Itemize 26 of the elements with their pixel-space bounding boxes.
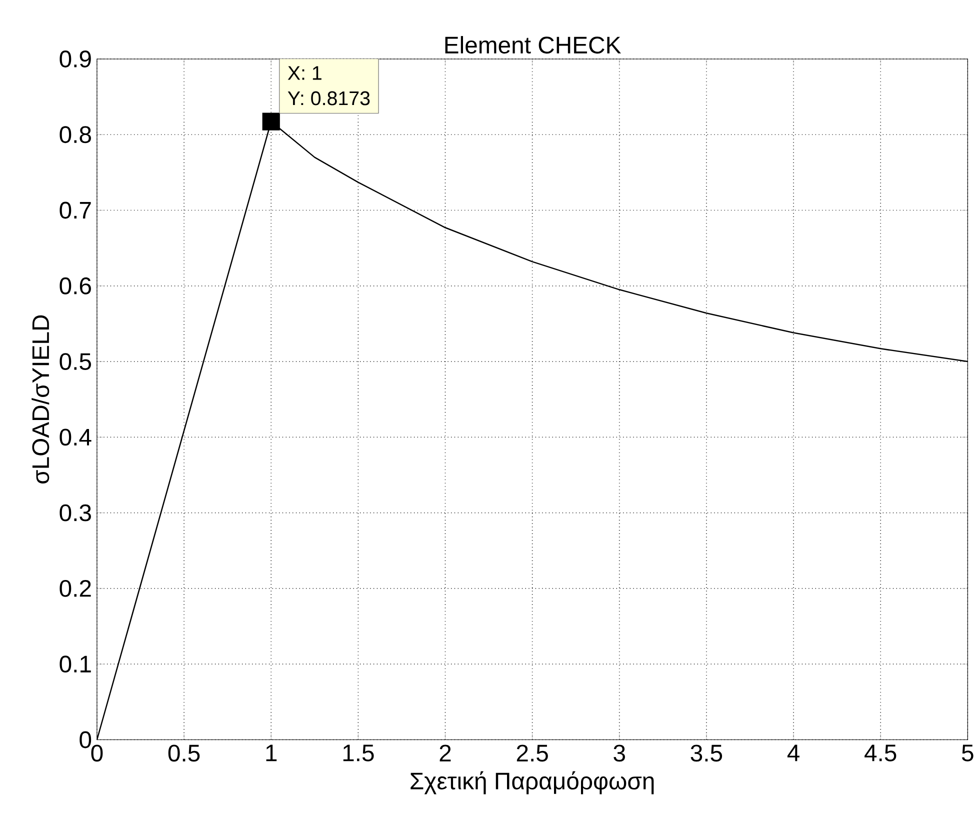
x-tick-label: 3 [614,744,625,762]
x-tick-label: 3.5 [690,744,722,762]
annotation: Y: 0.8173 [288,91,370,106]
y-tick-label: 0.6 [60,278,91,294]
annotation: X: 1 [288,66,322,80]
y-tick-label: 0.1 [60,656,91,673]
x-tick-label: 1 [266,744,277,762]
x-tick-label: 0 [91,744,103,762]
x-tick-label: 4.5 [864,744,896,762]
y-tick-label: 0.4 [60,428,92,446]
chart-title: Element CHECK [445,36,621,54]
x-tick-label: 5 [962,744,974,762]
y-tick-label: 0.2 [60,580,91,598]
x-tick-label: 0.5 [168,744,200,762]
y-tick-label: 0 [80,731,92,748]
y-tick-label: 0.8 [60,126,91,144]
y-tick-label: 0.3 [60,504,91,522]
y-tick-label: 0.7 [60,202,91,219]
x-axis-title: Σχετική Παραμόρφωση [410,771,654,794]
x-tick-label: 2.5 [516,744,548,762]
x-tick-label: 1.5 [343,744,374,762]
y-axis-title: σLOAD/σYIELD [32,316,50,484]
y-tick-label: 0.5 [60,353,91,370]
x-tick-label: 2 [440,744,451,762]
x-tick-label: 4 [787,744,800,762]
y-tick-label: 0.9 [60,50,91,68]
